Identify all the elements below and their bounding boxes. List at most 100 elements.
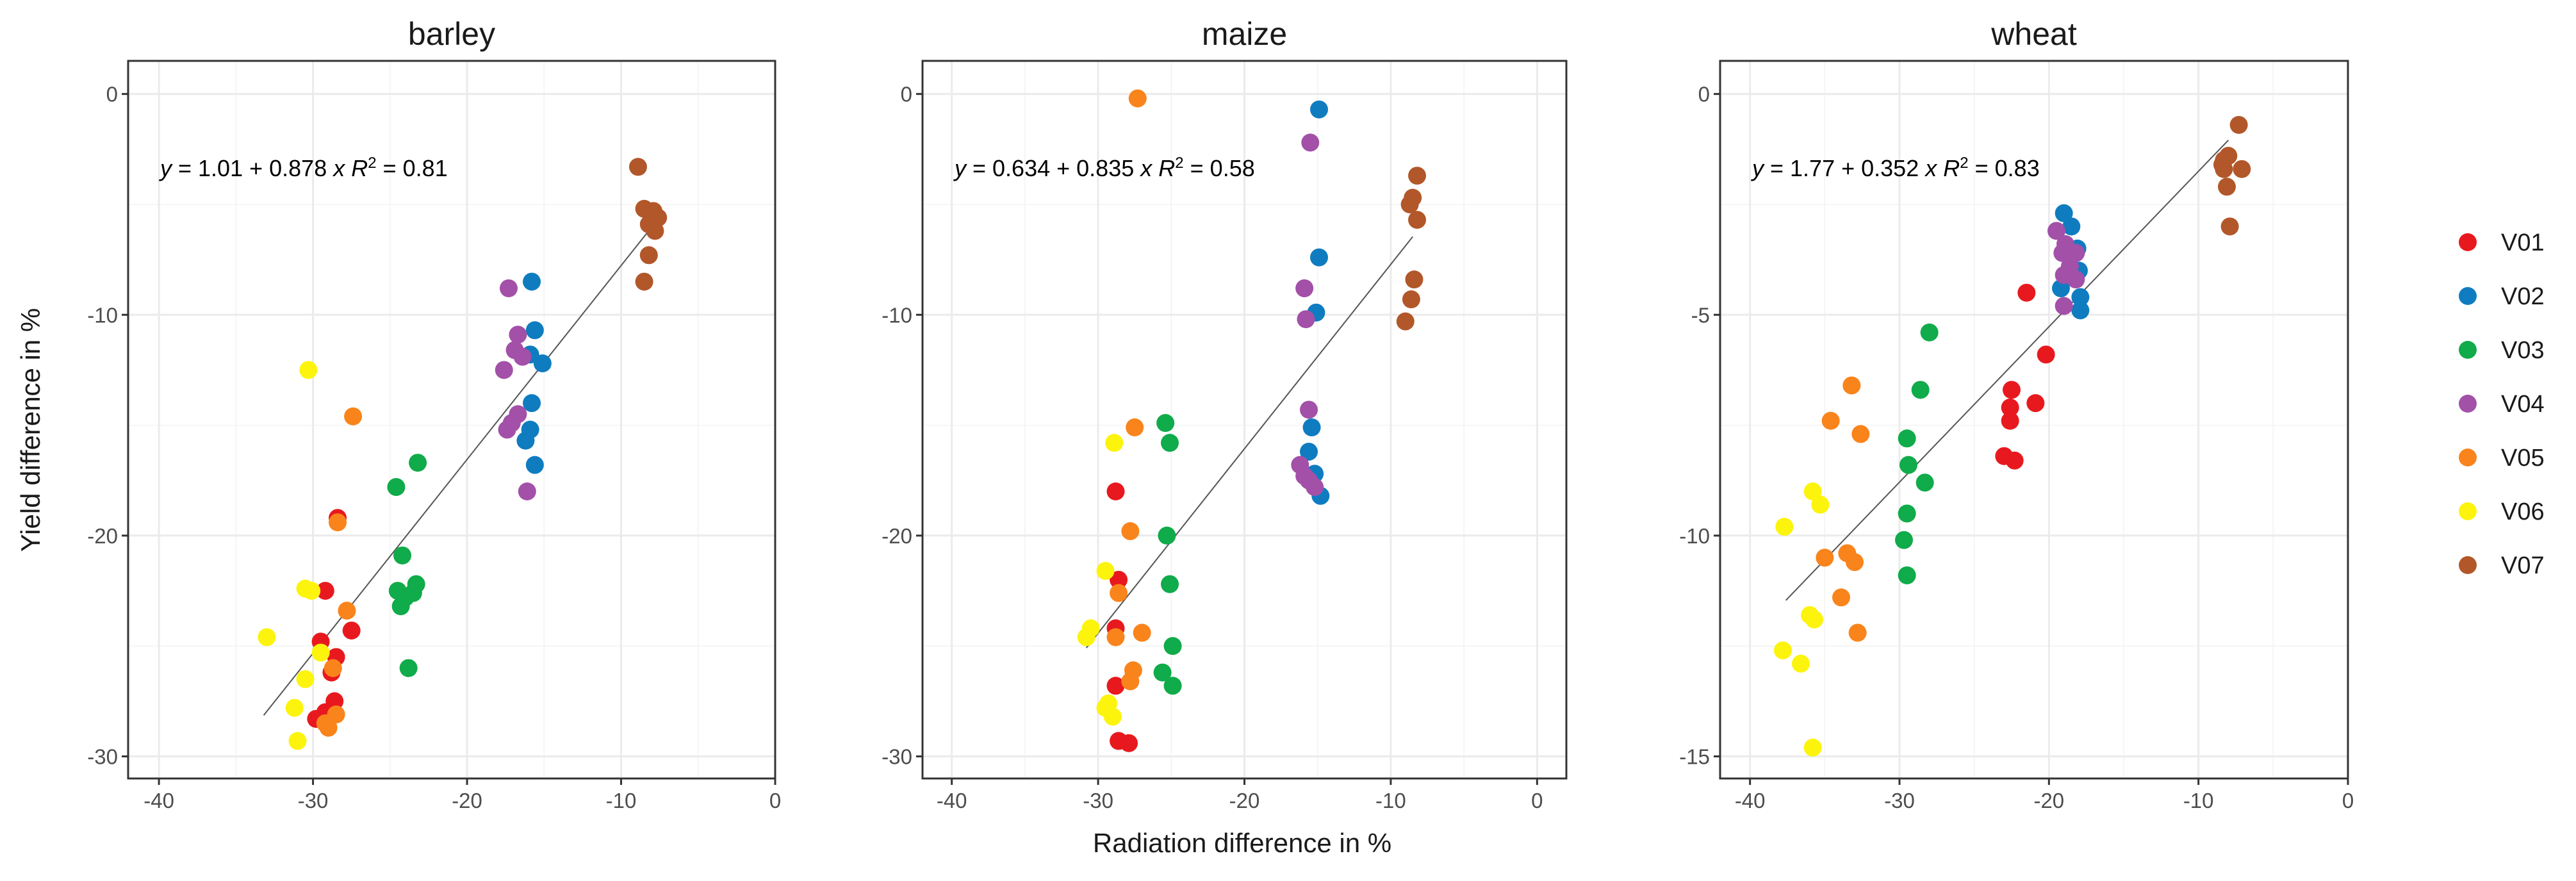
- series-V06: [1077, 434, 1124, 726]
- data-point: [1301, 133, 1320, 152]
- panel-frame: [921, 60, 1568, 780]
- data-point: [338, 602, 356, 620]
- x-tick-label: -40: [144, 789, 174, 812]
- y-tick-label: 0: [901, 83, 912, 106]
- data-point: [2071, 288, 2090, 306]
- y-tick-label: -5: [1691, 303, 1710, 327]
- data-point: [1898, 504, 1916, 523]
- data-point: [1106, 482, 1125, 500]
- x-axis-title: Radiation difference in %: [1093, 828, 1391, 858]
- data-point: [1805, 610, 1823, 629]
- panel-barley: barley -40 -30 -20 -10 0 0 -10 -20 -30 y = 1.01 + …: [87, 16, 781, 812]
- x-tick-label: -30: [1083, 789, 1113, 812]
- data-point: [1899, 456, 1917, 474]
- panels-layer: barley -40 -30 -20 -10 0 0 -10 -20 -30 y = 1.01 + …: [87, 16, 2354, 812]
- regression-equation: y = 0.634 + 0.835 x R2 = 0.58: [953, 154, 1255, 182]
- data-point: [316, 582, 334, 600]
- y-tick-label: 0: [1698, 83, 1710, 106]
- x-tick-label: -30: [1884, 789, 1915, 812]
- series-V02: [516, 272, 552, 474]
- data-point: [1848, 623, 1867, 642]
- x-tick-label: -30: [298, 789, 329, 812]
- legend-marker: [2459, 502, 2477, 520]
- data-point: [646, 222, 664, 240]
- eq-intercept: 0.634: [992, 155, 1050, 181]
- data-point: [495, 361, 513, 379]
- data-point: [1158, 526, 1176, 545]
- series-V01: [307, 509, 361, 728]
- eq-slope: 0.352: [1861, 155, 1919, 181]
- data-point: [2001, 399, 2019, 417]
- data-point: [1309, 100, 1328, 119]
- data-point: [324, 659, 342, 677]
- x-tick-label: -20: [1229, 789, 1260, 812]
- data-point: [1402, 290, 1420, 309]
- data-point: [1405, 270, 1423, 289]
- series-V01: [1995, 283, 2055, 470]
- data-point: [2053, 243, 2072, 262]
- data-point: [1163, 677, 1182, 695]
- data-point: [2218, 177, 2236, 196]
- y-tick-label: -15: [1679, 745, 1710, 769]
- data-point: [399, 659, 418, 677]
- data-point: [1803, 738, 1822, 757]
- panel-maize: maize -40 -30 -20 -10 0 0 -10 -20 -30 y = 0.634 + …: [882, 16, 1568, 812]
- data-point: [1895, 531, 1913, 549]
- data-point: [1161, 434, 1179, 452]
- x-tick-label: -40: [937, 789, 967, 812]
- data-point: [2071, 301, 2090, 320]
- data-point: [2017, 283, 2036, 302]
- legend-marker: [2459, 233, 2477, 251]
- data-point: [404, 584, 422, 602]
- data-point: [1096, 562, 1115, 580]
- eq-slope: 0.835: [1076, 155, 1134, 181]
- legend-label: V05: [2501, 445, 2545, 472]
- data-point: [302, 582, 321, 600]
- data-point: [1775, 518, 1794, 536]
- data-point: [1911, 381, 1930, 399]
- legend-label: V04: [2501, 391, 2545, 418]
- data-point: [1153, 663, 1172, 682]
- series-V04: [1291, 133, 1324, 497]
- eq-r2: 0.83: [1995, 155, 2040, 181]
- legend-label: V07: [2501, 552, 2545, 579]
- eq-r2: 0.81: [403, 155, 448, 181]
- regression-line: [1086, 236, 1413, 648]
- y-tick-label: 0: [106, 83, 118, 106]
- data-point: [516, 431, 535, 450]
- x-tick-label: -40: [1735, 789, 1766, 812]
- series-V03: [1895, 323, 1939, 584]
- data-point: [523, 272, 541, 291]
- panel-frame: [1719, 60, 2349, 780]
- data-point: [509, 325, 527, 344]
- data-point: [344, 407, 363, 425]
- data-point: [639, 246, 658, 265]
- y-tick-label: -30: [882, 745, 912, 769]
- data-point: [533, 354, 552, 373]
- legend-label: V06: [2501, 498, 2545, 525]
- eq-r2: 0.58: [1210, 155, 1255, 181]
- data-point: [296, 670, 315, 688]
- data-point: [1832, 588, 1850, 607]
- data-point: [1309, 248, 1328, 267]
- series-V01: [1106, 482, 1138, 752]
- panel-frame: [127, 60, 776, 780]
- x-tick-label: 0: [1531, 789, 1543, 812]
- data-point: [1920, 323, 1939, 342]
- data-point: [2220, 217, 2239, 236]
- data-point: [499, 279, 518, 297]
- panel-wheat: wheat -40 -30 -20 -10 0 0 -5 -10 -15 y = 1.77 + 0.…: [1679, 16, 2354, 812]
- y-tick-label: -10: [1679, 524, 1710, 548]
- data-point: [393, 546, 412, 564]
- data-point: [2026, 394, 2045, 413]
- legend-marker: [2459, 395, 2477, 413]
- data-point: [1803, 482, 1822, 500]
- legend-marker: [2459, 341, 2477, 359]
- data-point: [1774, 641, 1792, 660]
- data-point: [1821, 411, 1840, 430]
- data-point: [2003, 381, 2021, 399]
- data-point: [628, 158, 647, 176]
- y-axis-title: Yield difference in %: [15, 308, 45, 552]
- y-tick-label: -20: [87, 524, 118, 548]
- y-tick-label: -10: [882, 303, 912, 327]
